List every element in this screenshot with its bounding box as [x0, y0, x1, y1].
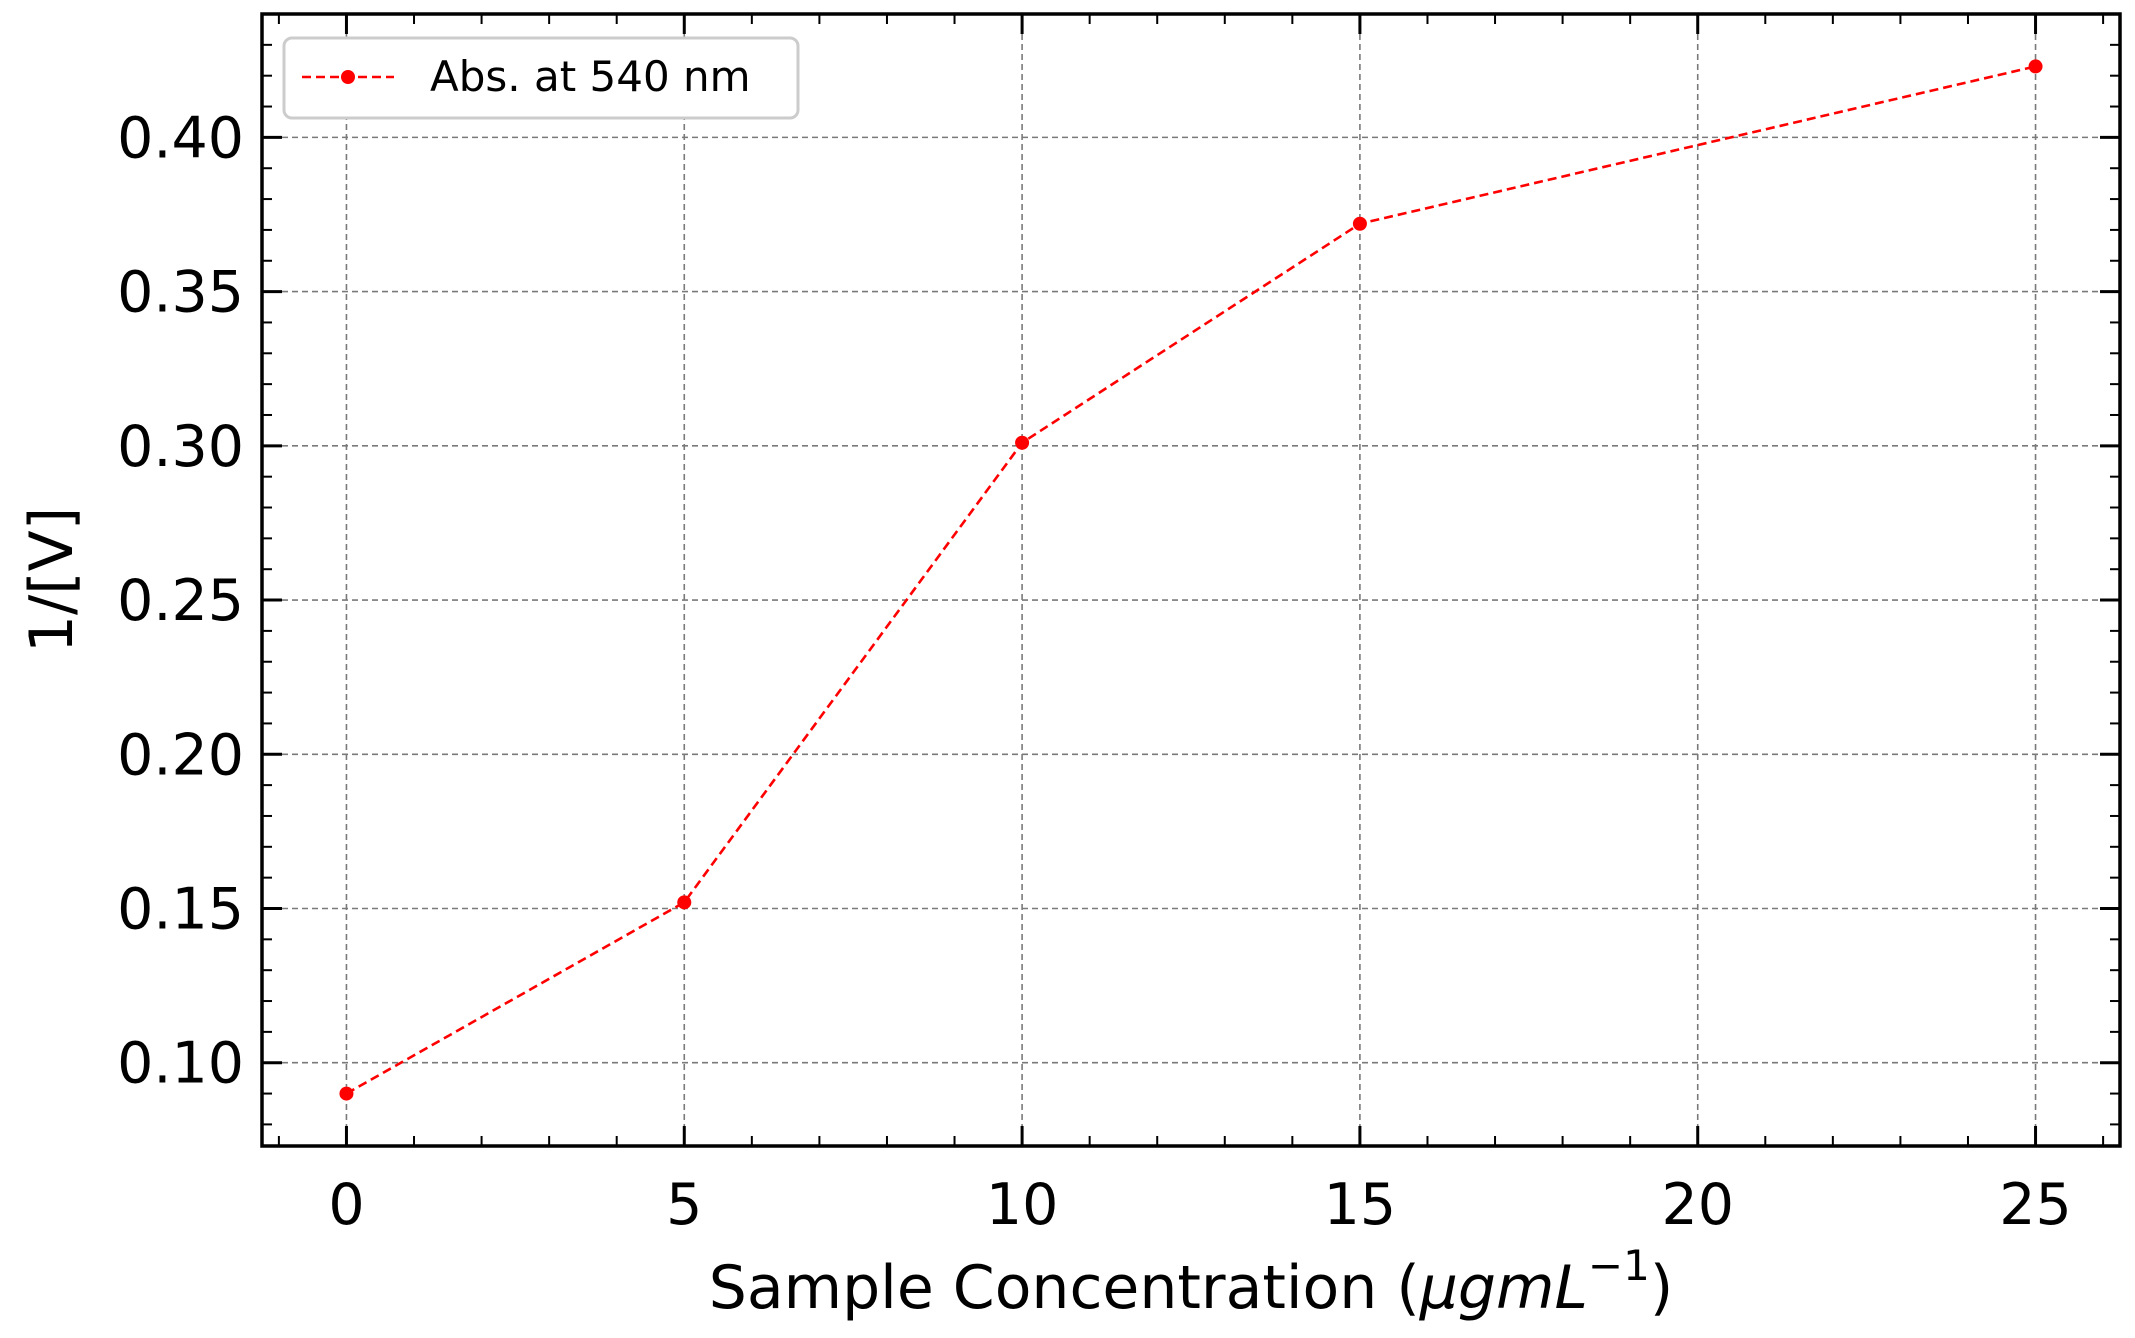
x-tick-label: 25: [1999, 1172, 2072, 1238]
y-tick-label: 0.35: [117, 260, 244, 326]
x-axis-label-text: Sample Concentration (: [709, 1253, 1420, 1323]
data-point: [1015, 435, 1030, 450]
y-tick-label: 0.10: [117, 1031, 244, 1097]
x-axis-label-unit: μgmL: [1419, 1253, 1588, 1323]
legend-label: Abs. at 540 nm: [430, 52, 751, 101]
x-tick-label: 15: [1324, 1172, 1397, 1238]
x-axis-label-exponent: −1: [1588, 1241, 1650, 1290]
legend-marker-sample: [341, 70, 355, 84]
data-point: [1352, 216, 1367, 231]
x-tick-label: 0: [328, 1172, 364, 1238]
series-group: [339, 59, 2043, 1101]
y-tick-label: 0.25: [117, 568, 244, 634]
x-axis-label: Sample Concentration (μgmL−1): [709, 1241, 1673, 1323]
legend: Abs. at 540 nm: [282, 36, 800, 120]
legend-box: [282, 36, 800, 120]
plot-frame: [260, 12, 2122, 1148]
tick-labels: 0 5 10 15 20 25 0.10 0.15 0.20 0.25 0.30 0.35 0.40: [117, 105, 2072, 1238]
data-point: [339, 1086, 354, 1101]
y-tick-label: 0.15: [117, 876, 244, 942]
x-tick-label: 10: [986, 1172, 1059, 1238]
grid: [262, 14, 2120, 1146]
y-tick-label: 0.30: [117, 414, 244, 480]
x-axis-label-close: ): [1650, 1253, 1673, 1323]
x-tick-label: 20: [1661, 1172, 1734, 1238]
data-point: [2028, 59, 2043, 74]
x-tick-label: 5: [666, 1172, 702, 1238]
y-tick-label: 0.40: [117, 105, 244, 171]
data-point: [677, 895, 692, 910]
y-tick-label: 0.20: [117, 722, 244, 788]
y-axis-label: 1/[V]: [17, 507, 87, 653]
